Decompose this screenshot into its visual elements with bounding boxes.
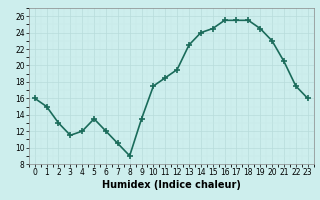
X-axis label: Humidex (Indice chaleur): Humidex (Indice chaleur) (102, 180, 241, 190)
